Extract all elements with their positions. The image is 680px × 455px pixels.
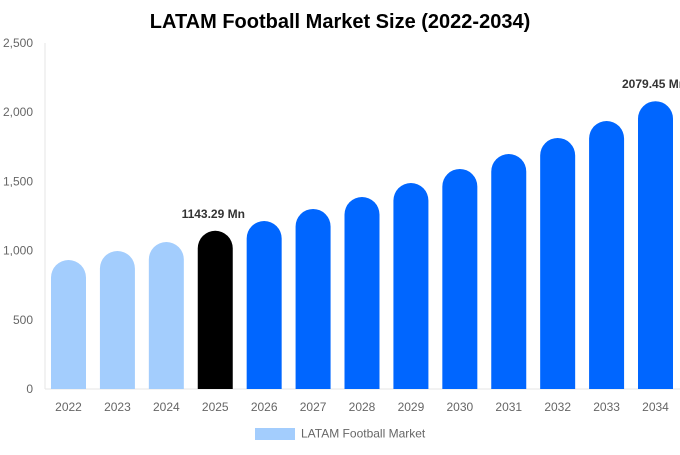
- bars: [51, 101, 673, 390]
- y-tick-label: 2,000: [3, 105, 33, 119]
- legend-label: LATAM Football Market: [301, 427, 426, 441]
- legend-swatch: [255, 428, 295, 440]
- bar-2028[interactable]: [344, 197, 380, 389]
- y-axis: 0 500 1,000 1,500 2,000 2,500: [3, 36, 46, 396]
- x-tick-label: 2024: [153, 400, 180, 414]
- x-tick-label: 2026: [251, 400, 278, 414]
- bar-2034[interactable]: [638, 101, 673, 390]
- x-tick-label: 2033: [593, 400, 620, 414]
- y-tick-label: 0: [26, 382, 33, 396]
- x-tick-label: 2029: [398, 400, 425, 414]
- y-tick-label: 1,500: [3, 174, 33, 188]
- y-tick-label: 500: [13, 313, 33, 327]
- bar-2025[interactable]: [197, 230, 233, 389]
- bar-2031[interactable]: [491, 153, 527, 389]
- bar-2023[interactable]: [99, 251, 135, 389]
- data-label-2034: 2079.45 Mn: [622, 77, 680, 91]
- legend[interactable]: LATAM Football Market: [255, 427, 426, 441]
- bar-2029[interactable]: [393, 183, 429, 389]
- bar-2030[interactable]: [442, 168, 478, 389]
- x-tick-label: 2027: [300, 400, 327, 414]
- x-tick-label: 2034: [642, 400, 669, 414]
- x-tick-label: 2030: [446, 400, 473, 414]
- x-tick-label: 2025: [202, 400, 229, 414]
- chart-title: LATAM Football Market Size (2022-2034): [150, 11, 530, 33]
- data-labels: 1143.29 Mn 2079.45 Mn: [182, 77, 680, 221]
- x-tick-label: 2028: [349, 400, 376, 414]
- bar-2033[interactable]: [589, 121, 625, 389]
- x-tick-label: 2023: [104, 400, 131, 414]
- bar-2022[interactable]: [51, 260, 86, 389]
- bar-2024[interactable]: [148, 242, 184, 389]
- bar-2032[interactable]: [540, 137, 576, 389]
- bar-2026[interactable]: [246, 220, 282, 389]
- x-tick-label: 2022: [55, 400, 82, 414]
- bar-2027[interactable]: [295, 208, 331, 389]
- x-tick-label: 2031: [495, 400, 522, 414]
- y-tick-label: 2,500: [3, 36, 33, 50]
- data-label-2025: 1143.29 Mn: [182, 207, 245, 221]
- x-tick-label: 2032: [544, 400, 571, 414]
- x-axis: 2022 2023 2024 2025 2026 2027 2028 2029 2030 2031…: [45, 388, 680, 414]
- y-tick-label: 1,000: [3, 244, 33, 258]
